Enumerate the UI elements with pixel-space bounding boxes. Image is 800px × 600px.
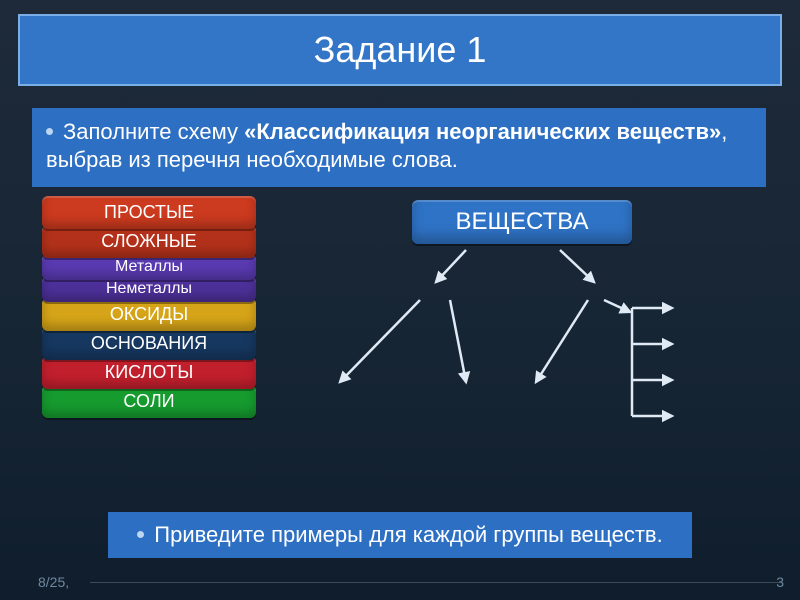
slide-title-text: Задание 1 [314,29,487,71]
instruction-box: Заполните схему «Классификация неорганич… [32,108,766,187]
slide-title: Задание 1 [18,14,782,86]
substances-node[interactable]: ВЕЩЕСТВА [412,200,632,244]
instruction-bold: «Классификация неорганических веществ» [244,119,721,144]
wordbank-item[interactable]: ОСНОВАНИЯ [42,327,256,360]
instruction-prefix: Заполните схему [63,119,244,144]
bottom-text: Приведите примеры для каждой группы веще… [154,522,662,547]
wordbank: ПРОСТЫЕСЛОЖНЫЕМеталлыНеметаллыОКСИДЫОСНО… [42,196,256,414]
bottom-instruction: Приведите примеры для каждой группы веще… [108,512,692,558]
wordbank-item[interactable]: СЛОЖНЫЕ [42,225,256,258]
wordbank-item[interactable]: ОКСИДЫ [42,298,256,331]
substances-label: ВЕЩЕСТВА [456,208,589,236]
footer-date: 8/25, [38,574,69,590]
footer-page: 3 [776,574,784,590]
wordbank-item[interactable]: КИСЛОТЫ [42,356,256,389]
bullet-icon [137,531,144,538]
wordbank-item[interactable]: СОЛИ [42,385,256,418]
footer-divider [90,582,780,583]
bullet-icon [46,128,53,135]
wordbank-item[interactable]: ПРОСТЫЕ [42,196,256,229]
